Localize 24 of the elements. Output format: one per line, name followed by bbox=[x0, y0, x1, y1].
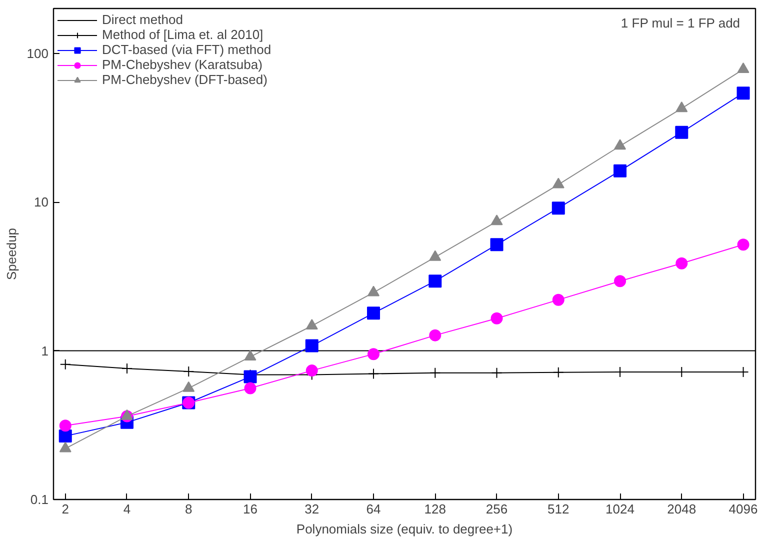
legend-label: PM-Chebyshev (Karatsuba) bbox=[102, 57, 262, 72]
legend-label: Direct method bbox=[102, 12, 183, 27]
y-tick-label: 0.1 bbox=[30, 492, 49, 507]
x-tick-label: 32 bbox=[304, 502, 320, 516]
x-tick-label: 512 bbox=[548, 502, 570, 516]
x-tick-label: 128 bbox=[424, 502, 446, 516]
x-tick-label: 16 bbox=[243, 502, 258, 516]
x-tick-label: 64 bbox=[366, 502, 381, 516]
y-tick-label: 100 bbox=[26, 46, 49, 61]
y-tick-label: 1 bbox=[41, 343, 49, 358]
x-tick-label: 256 bbox=[486, 502, 508, 516]
legend-label: PM-Chebyshev (DFT-based) bbox=[102, 72, 268, 87]
annotation: 1 FP mul = 1 FP add bbox=[620, 16, 740, 30]
x-axis-title: Polynomials size (equiv. to degree+1) bbox=[296, 522, 513, 536]
y-tick-label: 10 bbox=[34, 194, 49, 210]
x-tick-label: 4 bbox=[123, 502, 131, 516]
x-tick-label: 1024 bbox=[606, 502, 634, 516]
x-tick-label: 2 bbox=[62, 502, 69, 516]
y-axis-title: Speedup bbox=[4, 228, 19, 280]
legend-label: DCT-based (via FFT) method bbox=[102, 42, 272, 57]
x-tick-label: 8 bbox=[185, 502, 192, 516]
x-tick-label: 4096 bbox=[728, 502, 758, 516]
legend-label: Method of [Lima et. al 2010] bbox=[102, 27, 264, 42]
x-tick-label: 2048 bbox=[667, 502, 696, 516]
